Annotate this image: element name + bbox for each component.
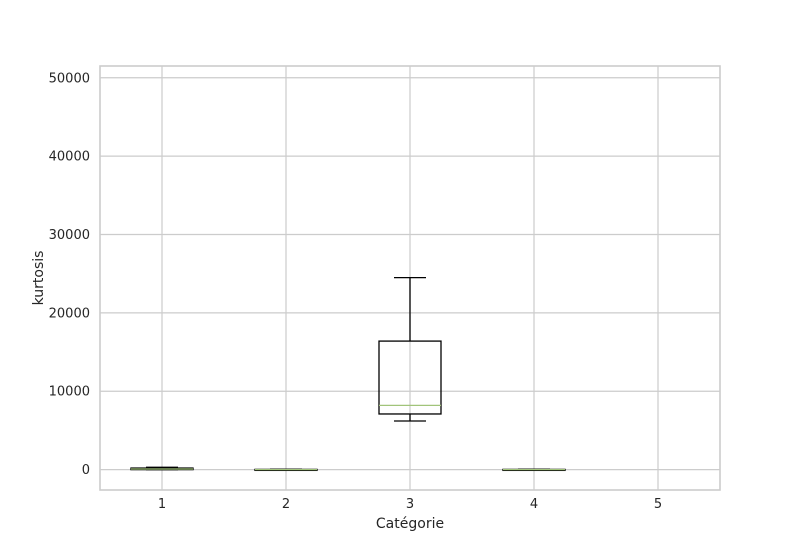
y-axis-label: kurtosis — [31, 251, 47, 306]
x-axis-label: Catégorie — [376, 516, 444, 532]
box-category-2 — [254, 468, 318, 472]
y-tick-label: 40000 — [49, 150, 90, 165]
tick-labels: 0 10000 20000 30000 40000 50000 1 2 3 4 5 — [49, 71, 663, 512]
box-category-3 — [378, 276, 442, 422]
box-category-1 — [130, 466, 194, 471]
y-tick-label: 20000 — [49, 306, 90, 321]
y-tick-label: 30000 — [49, 228, 90, 243]
y-tick-label: 0 — [82, 463, 90, 478]
x-tick-label: 2 — [282, 497, 290, 512]
plot-frame — [99, 65, 721, 491]
x-tick-label: 4 — [530, 497, 538, 512]
box-series — [130, 276, 566, 472]
box-iqr — [378, 340, 442, 415]
y-tick-label: 10000 — [49, 385, 90, 400]
x-tick-label: 5 — [654, 497, 662, 512]
box-category-4 — [502, 468, 566, 472]
y-tick-label: 50000 — [49, 71, 90, 86]
x-tick-label: 3 — [406, 497, 414, 512]
x-tick-label: 1 — [158, 497, 166, 512]
